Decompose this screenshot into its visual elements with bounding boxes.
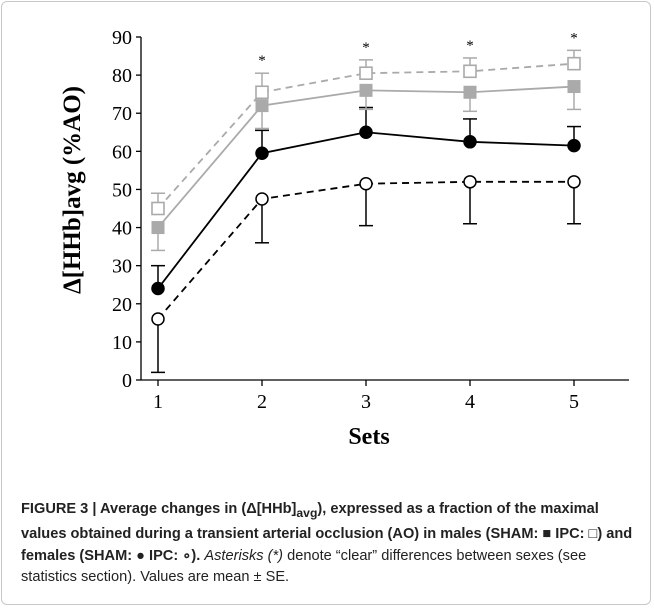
significance-asterisk: * (466, 38, 474, 54)
data-point (567, 175, 581, 189)
series-group (151, 49, 581, 216)
data-point (151, 281, 165, 296)
y-tick-label: 70 (112, 103, 132, 125)
y-tick-label: 40 (112, 218, 132, 240)
series-group (151, 175, 581, 374)
y-axis-label: Δ[HHb]avg (%AO) (59, 86, 86, 294)
caption-bold-part-2: ), expressed as a fraction of the maxima… (21, 501, 633, 564)
data-point (255, 99, 269, 113)
y-tick-label: 90 (112, 27, 132, 49)
x-tick-label: 1 (153, 391, 163, 413)
significance-asterisk: * (258, 53, 266, 69)
significance-asterisk: * (362, 40, 370, 56)
data-point (463, 135, 477, 149)
data-point (151, 312, 165, 326)
line-chart: 0 10 20 30 40 50 60 70 80 90 1 2 3 4 5 * * * * Δ[HHb]avg … (59, 27, 629, 450)
data-point (255, 146, 269, 160)
data-point (151, 201, 165, 216)
series-group (151, 106, 581, 296)
data-point (151, 221, 165, 235)
y-tick-label: 0 (122, 370, 132, 392)
chart-series-layer (151, 49, 581, 374)
data-point (359, 83, 373, 97)
chart-annotations: * * * * (258, 30, 578, 69)
data-point (567, 56, 581, 71)
caption-subscript: avg (296, 505, 318, 520)
data-point (567, 80, 581, 94)
y-tick-label: 60 (112, 141, 132, 163)
y-tick-label: 20 (112, 294, 132, 316)
series-line (157, 180, 574, 320)
y-tick-label: 50 (112, 179, 132, 201)
caption-italic-part: Asterisks (*) (204, 547, 284, 564)
data-point (463, 85, 477, 99)
data-point (359, 125, 373, 140)
x-tick-label: 2 (257, 391, 267, 413)
caption-normal-part: denote “clear” differences between sexes… (21, 547, 587, 586)
y-tick-label: 30 (112, 256, 132, 278)
series-group (151, 80, 581, 252)
data-point (567, 138, 581, 153)
chart-axes: 0 10 20 30 40 50 60 70 80 90 1 2 3 4 5 (112, 27, 629, 413)
data-point (255, 85, 269, 100)
x-tick-label: 5 (569, 391, 579, 413)
x-tick-label: 3 (361, 391, 371, 413)
y-tick-label: 10 (112, 332, 132, 354)
data-point (255, 192, 269, 206)
series-line (157, 62, 575, 210)
data-point (463, 175, 477, 189)
significance-asterisk: * (570, 30, 578, 46)
data-point (463, 64, 477, 79)
y-tick-label: 80 (112, 65, 132, 87)
data-point (359, 176, 373, 191)
x-tick-label: 4 (465, 391, 475, 413)
caption-bold-part-1: FIGURE 3 | Average changes in (Δ[HHb] (21, 501, 297, 517)
figure-caption: FIGURE 3 | Average changes in (Δ[HHb]avg… (21, 499, 637, 589)
x-axis-label: Sets (348, 424, 389, 450)
data-point (359, 66, 373, 81)
